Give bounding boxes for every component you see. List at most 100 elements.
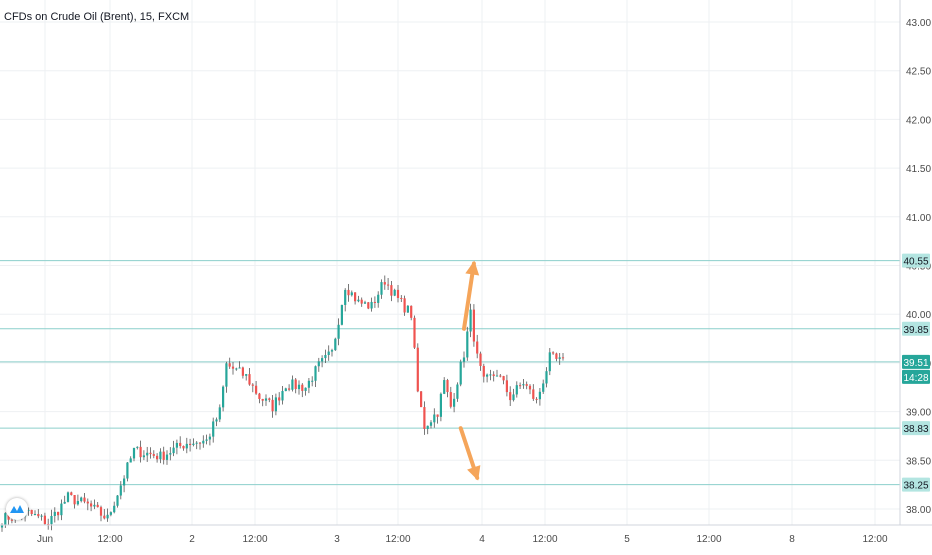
price-line-label: 39.85	[903, 325, 928, 336]
candle-body	[40, 515, 43, 517]
y-tick-label: 40.00	[906, 310, 931, 321]
candle-body	[528, 385, 532, 390]
candle-body	[555, 353, 558, 359]
candle-body	[489, 374, 492, 376]
price-line-label-bg	[902, 477, 930, 492]
candle-body	[400, 297, 403, 299]
candle-body	[182, 446, 185, 449]
candle-body	[443, 380, 446, 394]
candle-body	[472, 309, 475, 342]
chart-title: CFDs on Crude Oil (Brent), 15, FXCM	[4, 11, 190, 23]
candle-body	[0, 524, 4, 528]
candle-body	[393, 289, 396, 296]
x-tick-label: 12:00	[385, 534, 410, 545]
candle-body	[281, 391, 284, 401]
candle-body	[324, 354, 327, 359]
candle-body	[505, 380, 508, 393]
candle-body	[218, 407, 221, 420]
candle-body	[132, 447, 136, 459]
candle-body	[70, 492, 73, 496]
candle-body	[499, 375, 502, 377]
candle-body	[515, 385, 518, 395]
candle-body	[60, 503, 63, 516]
candle-body	[228, 363, 231, 367]
candle-body	[274, 397, 277, 412]
tradingview-logo-icon[interactable]	[6, 498, 28, 520]
candle-body	[241, 367, 244, 376]
candle-body	[535, 398, 538, 400]
y-tick-label: 38.00	[906, 505, 931, 516]
candle-body	[202, 440, 205, 444]
candle-body	[337, 324, 340, 339]
candle-body	[423, 407, 426, 429]
candle-body	[446, 380, 449, 393]
candle-body	[370, 301, 373, 309]
candle-body	[340, 304, 343, 325]
candle-body	[522, 384, 525, 386]
candle-body	[50, 515, 53, 525]
candle-body	[542, 383, 545, 392]
price-lines-layer	[0, 260, 900, 486]
candle-body	[43, 515, 46, 525]
candle-body	[426, 425, 429, 429]
countdown-label: 14:28	[903, 373, 928, 384]
candle-body	[449, 392, 452, 407]
candle-body	[344, 289, 347, 305]
candle-body	[330, 350, 334, 352]
candle-body	[27, 509, 30, 511]
candle-body	[86, 501, 89, 504]
candle-body	[367, 302, 370, 309]
candle-body	[486, 374, 489, 377]
candle-body	[123, 478, 126, 486]
y-tick-label: 42.50	[906, 67, 931, 78]
candle-body	[57, 511, 60, 516]
candle-body	[495, 375, 499, 377]
candle-body	[142, 455, 145, 458]
candle-body	[139, 446, 142, 458]
candle-body	[459, 361, 462, 385]
x-tick-label: Jun	[37, 534, 53, 545]
candle-body	[429, 422, 433, 426]
candle-body	[169, 453, 172, 455]
candle-body	[321, 358, 324, 362]
candle-body	[33, 513, 37, 515]
x-tick-label: 2	[189, 534, 195, 545]
candle-body	[453, 398, 456, 407]
candle-body	[350, 292, 353, 296]
candle-body	[238, 367, 241, 369]
candle-body	[99, 507, 103, 516]
candle-body	[297, 384, 301, 390]
candle-body	[311, 380, 314, 382]
candle-body	[179, 442, 182, 447]
candle-body	[479, 353, 482, 366]
y-tick-label: 41.50	[906, 164, 931, 175]
candle-body	[492, 374, 495, 377]
candle-body	[146, 452, 149, 456]
candle-body	[271, 399, 274, 412]
price-line-label: 38.25	[903, 481, 928, 492]
candle-body	[268, 398, 271, 400]
price-line-label-bg	[902, 253, 930, 268]
x-tick-label: 12:00	[696, 534, 721, 545]
candle-body	[360, 299, 363, 304]
y-tick-label: 41.00	[906, 213, 931, 224]
candle-body	[113, 505, 116, 513]
candle-body	[373, 301, 376, 303]
x-tick-label: 8	[789, 534, 795, 545]
candle-body	[317, 361, 320, 367]
arrows-layer	[458, 260, 481, 481]
grid-layer	[0, 0, 900, 525]
candle-body	[416, 347, 419, 392]
candle-body	[436, 414, 439, 417]
candle-body	[509, 392, 512, 401]
candle-body	[396, 289, 400, 298]
y-tick-label: 39.00	[906, 408, 931, 419]
candle-body	[532, 389, 535, 399]
price-line-label: 40.55	[903, 257, 928, 268]
candle-body	[390, 285, 393, 296]
candle-body	[502, 376, 505, 381]
x-tick-label: 3	[334, 534, 340, 545]
candle-body	[205, 439, 208, 441]
